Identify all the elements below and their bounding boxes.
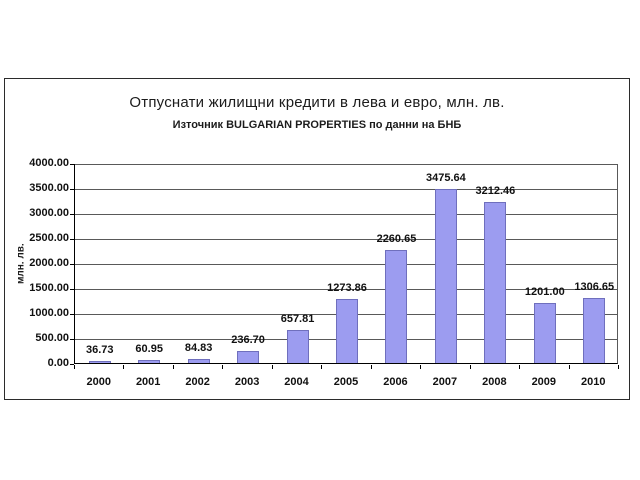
x-tick-mark (519, 365, 521, 369)
x-tick-mark (321, 365, 323, 369)
y-tick-label: 2000.00 (29, 257, 69, 269)
bar (435, 189, 457, 363)
y-tick-mark (70, 289, 74, 290)
y-tick-label: 3500.00 (29, 182, 69, 194)
gridline (75, 214, 617, 215)
bar (484, 202, 506, 363)
x-tick-mark (271, 365, 273, 369)
x-tick-mark (222, 365, 224, 369)
y-tick-label: 0.00 (47, 357, 69, 369)
bar-value-label: 36.73 (85, 344, 114, 356)
y-tick-mark (70, 189, 74, 190)
y-tick-label: 1000.00 (29, 307, 69, 319)
y-tick-mark (70, 314, 74, 315)
bar-value-label: 1273.86 (327, 282, 367, 294)
y-tick-mark (70, 364, 74, 365)
x-tick-mark (469, 365, 471, 369)
bar-value-label: 1201.00 (524, 286, 565, 298)
y-tick-label: 500.00 (35, 332, 69, 344)
y-tick-label: 1500.00 (29, 282, 69, 294)
y-tick-label: 4000.00 (29, 157, 69, 169)
y-tick-mark (70, 264, 74, 265)
x-tick-label: 2000 (86, 376, 111, 388)
y-tick-mark (70, 339, 74, 340)
x-tick-label: 2001 (135, 376, 161, 388)
x-tick-label: 2010 (581, 376, 606, 388)
y-tick-mark (70, 164, 74, 165)
bar (188, 359, 210, 363)
bar (287, 330, 309, 363)
gridline (75, 264, 617, 265)
chart-title: Отпуснати жилищни кредити в лева и евро,… (129, 94, 505, 111)
y-tick-mark (70, 214, 74, 215)
gridline (75, 239, 617, 240)
bar (89, 361, 111, 363)
bar (583, 298, 605, 363)
x-tick-mark (568, 365, 570, 369)
y-tick-label: 2500.00 (29, 232, 69, 244)
bar (237, 351, 259, 363)
x-tick-label: 2009 (531, 376, 557, 388)
bar-value-label: 657.81 (280, 313, 315, 325)
bar-value-label: 3475.64 (426, 172, 466, 184)
bar-value-label: 1306.65 (574, 281, 615, 293)
bar-value-label: 3212.46 (475, 185, 516, 197)
bar-value-label: 2260.65 (376, 233, 417, 245)
x-tick-label: 2002 (185, 376, 210, 388)
x-tick-mark (172, 365, 174, 369)
x-tick-label: 2006 (383, 376, 408, 388)
chart-frame: Отпуснати жилищни кредити в лева и евро,… (4, 78, 630, 400)
gridline (75, 289, 617, 290)
bar-value-label: 236.70 (231, 334, 265, 346)
y-tick-mark (70, 239, 74, 240)
bar (138, 360, 160, 363)
x-tick-mark (123, 365, 125, 369)
x-tick-label: 2004 (284, 376, 309, 388)
plot-area: 36.73 60.95 84.83 236.70 657.81 1273.86 2260.6… (74, 164, 618, 364)
y-tick-label: 3000.00 (29, 207, 69, 219)
gridline (75, 164, 617, 165)
x-tick-label: 2007 (432, 376, 458, 388)
gridline (75, 189, 617, 190)
x-tick-label: 2003 (234, 376, 260, 388)
x-tick-label: 2008 (482, 376, 507, 388)
chart-subtitle: Източник BULGARIAN PROPERTIES по данни н… (172, 119, 462, 131)
bar (336, 299, 358, 363)
bar-value-label: 60.95 (135, 343, 163, 355)
x-tick-label: 2005 (333, 376, 359, 388)
x-tick-mark (370, 365, 372, 369)
x-tick-mark (420, 365, 422, 369)
bar-value-label: 84.83 (184, 342, 213, 354)
bar (385, 250, 407, 363)
x-tick-mark (618, 365, 619, 369)
x-tick-mark (74, 365, 75, 369)
bar (534, 303, 556, 363)
